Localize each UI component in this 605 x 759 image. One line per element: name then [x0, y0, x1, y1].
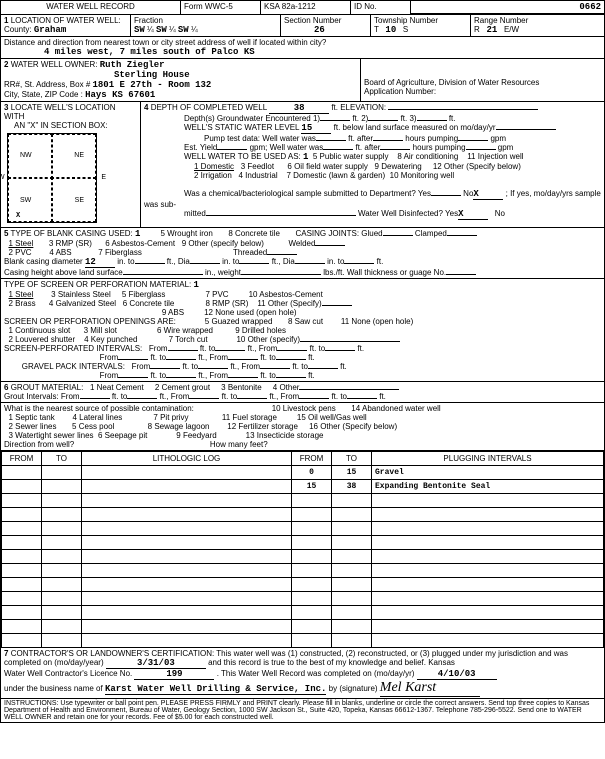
table-row — [2, 522, 604, 536]
depth-label: DEPTH OF COMPLETED WELL — [151, 103, 267, 112]
section-num-label: Section Number — [284, 16, 341, 25]
range: 21 — [486, 25, 497, 35]
county-label: County: — [4, 25, 32, 34]
rr-label: RR#, St. Address, Box # — [4, 80, 90, 89]
screen-section: TYPE OF SCREEN OR PERFORATION MATERIAL: … — [1, 279, 604, 382]
table-row — [2, 606, 604, 620]
city-label: City, State, ZIP Code : — [4, 90, 83, 99]
table-row — [2, 592, 604, 606]
cert-business: Karst Water Well Drilling & Service, Inc… — [105, 684, 326, 695]
cert-date2: 4/10/03 — [417, 669, 497, 680]
section-3-4: 3 LOCATE WELL'S LOCATION WITH AN "X" IN … — [1, 102, 604, 228]
form-container: WATER WELL RECORD Form WWC-5 KSA 82a-121… — [0, 0, 605, 723]
form-header: WATER WELL RECORD Form WWC-5 KSA 82a-121… — [1, 1, 604, 15]
th-from2: FROM — [292, 452, 332, 466]
table-row — [2, 620, 604, 634]
table-row — [2, 550, 604, 564]
table-row — [2, 578, 604, 592]
x-mark: X — [16, 212, 20, 220]
cert-lic: 199 — [134, 669, 214, 680]
owner-address: 1801 E 27th - Room 132 — [93, 80, 212, 90]
distance-label: Distance and direction from nearest town… — [4, 38, 326, 47]
use-val: 1 — [303, 152, 308, 162]
id-value: 0662 — [411, 1, 604, 14]
table-row — [2, 536, 604, 550]
section-1: 1 LOCATION OF WATER WELL: County: Graham… — [1, 15, 604, 37]
app-label: Application Number: — [364, 87, 436, 96]
section-num: 26 — [314, 25, 325, 35]
cert-date1: 3/31/03 — [106, 658, 206, 669]
contam-section: What is the nearest source of possible c… — [1, 403, 604, 451]
table-row — [2, 508, 604, 522]
depth-value: 38 — [269, 103, 329, 114]
id-label: ID No. — [351, 1, 411, 14]
loc-label: LOCATION OF WATER WELL: — [11, 16, 121, 25]
table-row — [2, 494, 604, 508]
township-label: Township Number — [374, 16, 438, 25]
board: Board of Agriculture, Division of Water … — [364, 78, 539, 87]
th-lith: LITHOLOGIC LOG — [82, 452, 292, 466]
th-to2: TO — [332, 452, 372, 466]
section-5: 5 TYPE OF BLANK CASING USED: 1 5 Wrought… — [1, 228, 604, 279]
table-row: 1538Expanding Bentonite Seal — [2, 480, 604, 494]
table-row — [2, 634, 604, 648]
owner-city: Hays KS 67601 — [85, 90, 155, 100]
section-6: 6 GROUT MATERIAL: 1 Neat Cement 2 Cement… — [1, 382, 604, 403]
casing-diam: 12 — [85, 257, 115, 268]
th-to1: TO — [42, 452, 82, 466]
form-num: Form WWC-5 — [181, 1, 261, 14]
owner-name: Ruth Ziegler — [100, 60, 165, 70]
static: 15 — [301, 123, 331, 134]
township: 10 — [385, 25, 396, 35]
range-label: Range Number — [474, 16, 528, 25]
signature: Mel Karst — [380, 680, 480, 697]
th-plug: PLUGGING INTERVALS — [372, 452, 604, 466]
form-title: WATER WELL RECORD — [1, 1, 181, 14]
county: Graham — [34, 25, 66, 35]
section-7: 7 CONTRACTOR'S OR LANDOWNER'S CERTIFICAT… — [1, 648, 604, 699]
fraction-label: Fraction — [134, 16, 163, 25]
table-row: 015Gravel — [2, 466, 604, 480]
log-table: FROM TO LITHOLOGIC LOG FROM TO PLUGGING … — [1, 451, 604, 648]
footer: INSTRUCTIONS: Use typewriter or ball poi… — [1, 699, 604, 722]
distance: 4 miles west, 7 miles south of Palco KS — [44, 47, 255, 57]
table-row — [2, 564, 604, 578]
locate-label: LOCATE WELL'S LOCATION WITH — [4, 103, 116, 121]
distance-row: Distance and direction from nearest town… — [1, 37, 604, 59]
section-box: NW NE SW SE W E X — [7, 133, 97, 223]
owner-label: WATER WELL OWNER: — [11, 60, 98, 69]
section-2: 2 WATER WELL OWNER: Ruth Ziegler Sterlin… — [1, 59, 604, 102]
ksa: KSA 82a-1212 — [261, 1, 351, 14]
th-from1: FROM — [2, 452, 42, 466]
